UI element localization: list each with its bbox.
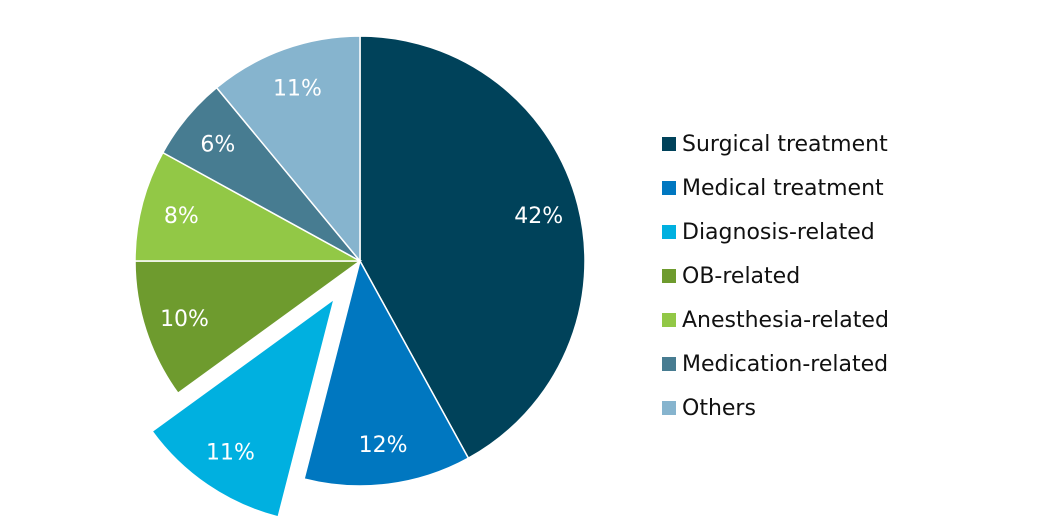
data-label: 11% (273, 76, 322, 101)
legend-label: Surgical treatment (682, 131, 888, 157)
legend-item: Medical treatment (662, 166, 889, 210)
data-label: 12% (359, 433, 408, 458)
data-label: 42% (514, 204, 563, 229)
legend-item: Diagnosis-related (662, 210, 889, 254)
legend-label: Medical treatment (682, 175, 884, 201)
legend-label: Anesthesia-related (682, 307, 889, 333)
legend-item: Medication-related (662, 342, 889, 386)
data-label: 6% (200, 132, 235, 157)
legend-item: Surgical treatment (662, 122, 889, 166)
legend-swatch (662, 269, 676, 283)
data-label: 11% (206, 441, 255, 466)
legend-label: Others (682, 395, 756, 421)
legend-label: Medication-related (682, 351, 889, 377)
pie-slice-others (215, 35, 361, 264)
pie-slice-anesthesia-related (134, 151, 361, 262)
data-label: 10% (160, 307, 209, 332)
pie-slice-surgical-treatment (359, 35, 586, 460)
legend-item: Others (662, 386, 889, 430)
legend-swatch (662, 357, 676, 371)
legend-swatch (662, 225, 676, 239)
legend-swatch (662, 181, 676, 195)
legend-swatch (662, 137, 676, 151)
legend: Surgical treatment Medical treatment Diagn… (662, 122, 889, 430)
legend-label: Diagnosis-related (682, 219, 875, 245)
legend-item: OB-related (662, 254, 889, 298)
data-label: 8% (164, 204, 199, 229)
legend-label: OB-related (682, 263, 801, 289)
pie-slice-ob-related (134, 260, 363, 395)
pie-slice-diagnosis-related (151, 297, 336, 518)
legend-swatch (662, 313, 676, 327)
pie-slice-medical-treatment (303, 258, 470, 487)
legend-swatch (662, 401, 676, 415)
legend-item: Anesthesia-related (662, 298, 889, 342)
